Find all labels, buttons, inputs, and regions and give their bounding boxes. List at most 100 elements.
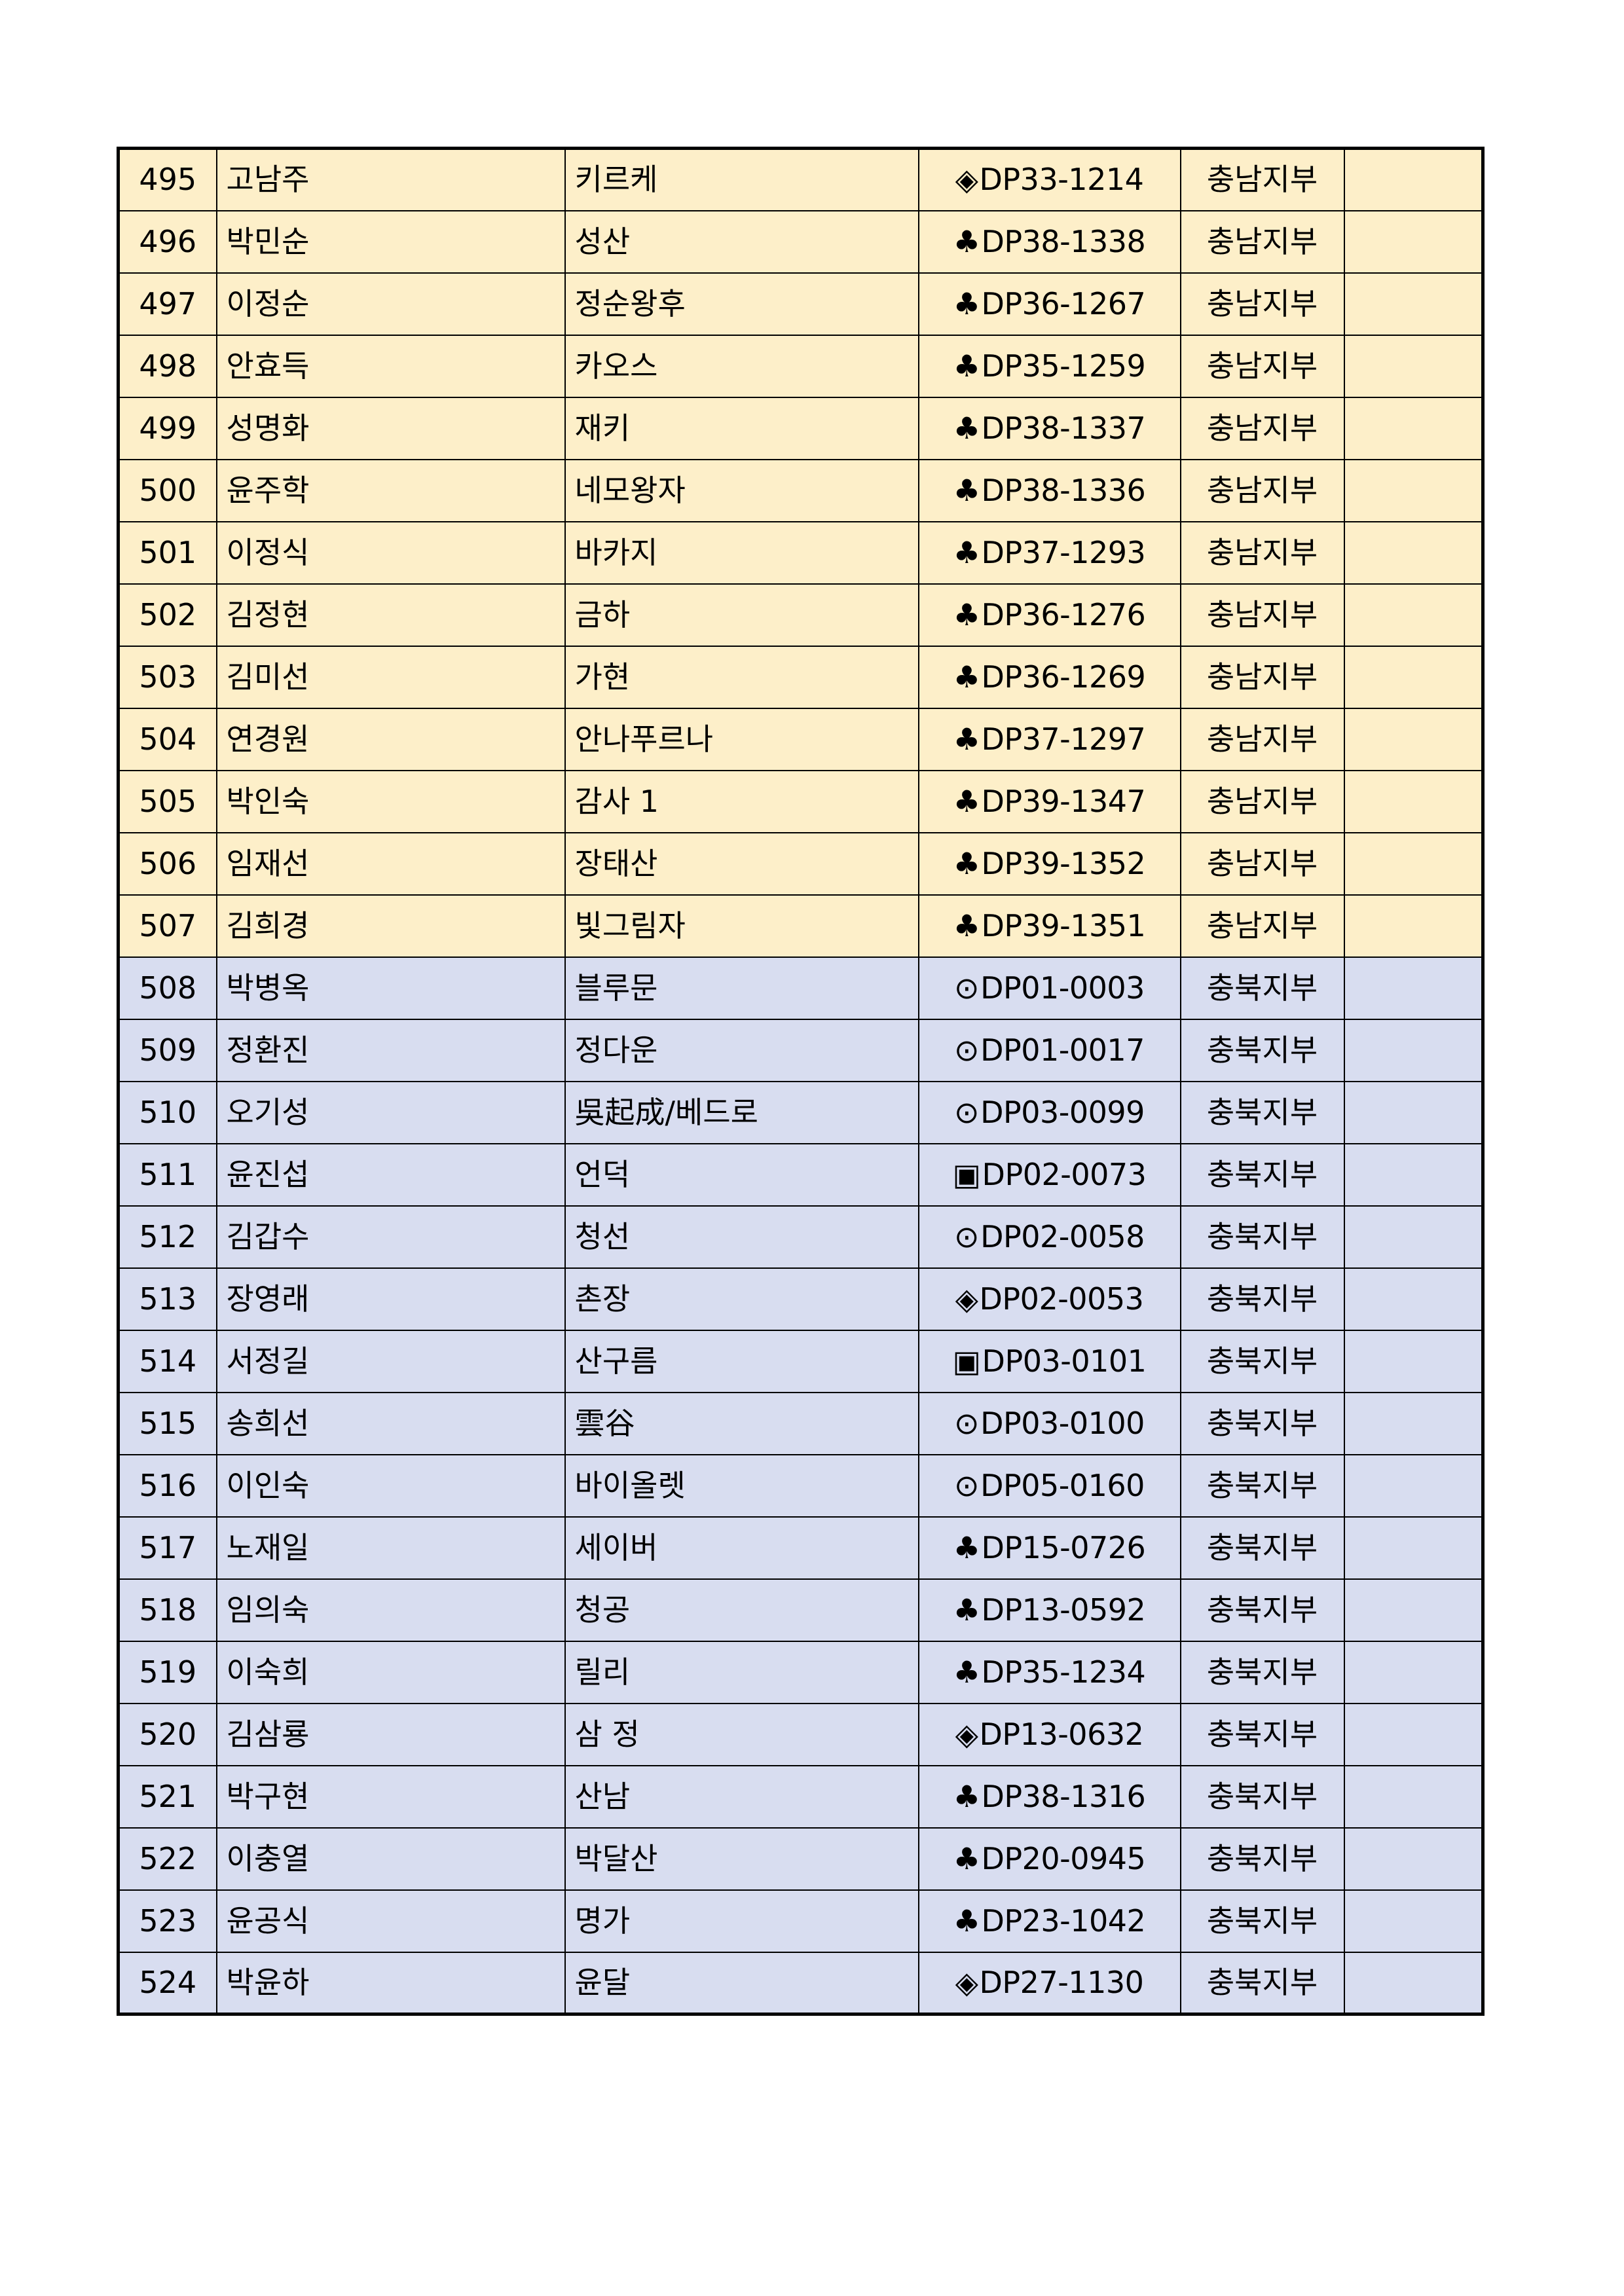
table-row: 495 고남주 키르케 ◈DP33-1214 충남지부 xyxy=(117,147,1484,211)
member-alias: 언덕 xyxy=(564,1142,919,1207)
table-row: 514 서정길 산구름 ▣DP03-0101 충북지부 xyxy=(117,1329,1484,1393)
member-branch: 충북지부 xyxy=(1179,1391,1345,1455)
member-code: ⊙DP01-0003 xyxy=(917,956,1181,1020)
member-name: 성명화 xyxy=(215,396,566,460)
notes-cell xyxy=(1343,1889,1484,1953)
rank-symbol-icon: ◈ xyxy=(955,1964,978,2000)
row-number: 513 xyxy=(117,1267,217,1331)
table-row: 505 박인숙 감사 1 ♣DP39-1347 충남지부 xyxy=(117,769,1484,833)
row-number: 495 xyxy=(117,147,217,211)
table-row: 509 정환진 정다운 ⊙DP01-0017 충북지부 xyxy=(117,1018,1484,1082)
member-alias: 릴리 xyxy=(564,1640,919,1704)
table-row: 517 노재일 세이버 ♣DP15-0726 충북지부 xyxy=(117,1516,1484,1580)
table-row: 523 윤공식 명가 ♣DP23-1042 충북지부 xyxy=(117,1889,1484,1953)
notes-cell xyxy=(1343,520,1484,585)
rank-symbol-icon: ♣ xyxy=(953,1529,980,1565)
table-row: 506 임재선 장태산 ♣DP39-1352 충남지부 xyxy=(117,831,1484,896)
member-branch: 충남지부 xyxy=(1179,334,1345,398)
member-code-text: DP13-0632 xyxy=(979,1716,1144,1752)
member-code-text: DP15-0726 xyxy=(981,1529,1146,1565)
member-branch: 충북지부 xyxy=(1179,1018,1345,1082)
notes-cell xyxy=(1343,1516,1484,1580)
member-code: ▣DP02-0073 xyxy=(917,1142,1181,1207)
notes-cell xyxy=(1343,894,1484,958)
rank-symbol-icon: ▣ xyxy=(952,1156,981,1192)
member-branch: 충남지부 xyxy=(1179,707,1345,771)
table-row: 522 이충열 박달산 ♣DP20-0945 충북지부 xyxy=(117,1827,1484,1891)
row-number: 509 xyxy=(117,1018,217,1082)
member-code-text: DP23-1042 xyxy=(981,1903,1146,1939)
member-code-text: DP39-1347 xyxy=(981,783,1146,819)
member-branch: 충북지부 xyxy=(1179,1142,1345,1207)
table-row: 497 이정순 정순왕후 ♣DP36-1267 충남지부 xyxy=(117,272,1484,336)
table-row: 507 김희경 빛그림자 ♣DP39-1351 충남지부 xyxy=(117,894,1484,958)
member-code-text: DP03-0101 xyxy=(982,1343,1147,1379)
notes-cell xyxy=(1343,1329,1484,1393)
row-number: 524 xyxy=(117,1951,217,2015)
member-code: ♣DP39-1351 xyxy=(917,894,1181,958)
table-row: 515 송희선 雲谷 ⊙DP03-0100 충북지부 xyxy=(117,1391,1484,1455)
member-code: ⊙DP02-0058 xyxy=(917,1205,1181,1269)
member-code: ♣DP36-1269 xyxy=(917,645,1181,709)
member-alias: 산남 xyxy=(564,1764,919,1829)
member-branch: 충남지부 xyxy=(1179,396,1345,460)
row-number: 505 xyxy=(117,769,217,833)
roster-table-body: 495 고남주 키르케 ◈DP33-1214 충남지부 496 박민순 성산 ♣DP38-133… xyxy=(117,147,1484,2015)
member-alias: 바이올렛 xyxy=(564,1453,919,1518)
rank-symbol-icon: ♣ xyxy=(953,1654,980,1690)
notes-cell xyxy=(1343,1640,1484,1704)
member-branch: 충남지부 xyxy=(1179,583,1345,647)
notes-cell xyxy=(1343,583,1484,647)
member-roster-table: 495 고남주 키르케 ◈DP33-1214 충남지부 496 박민순 성산 ♣DP38-133… xyxy=(117,147,1485,2016)
member-branch: 충남지부 xyxy=(1179,272,1345,336)
rank-symbol-icon: ⊙ xyxy=(954,1218,980,1254)
member-alias: 명가 xyxy=(564,1889,919,1953)
row-number: 520 xyxy=(117,1702,217,1766)
row-number: 499 xyxy=(117,396,217,460)
member-code-text: DP03-0099 xyxy=(980,1094,1145,1130)
member-name: 정환진 xyxy=(215,1018,566,1082)
member-branch: 충북지부 xyxy=(1179,1516,1345,1580)
member-code-text: DP02-0073 xyxy=(982,1156,1147,1192)
member-code: ▣DP03-0101 xyxy=(917,1329,1181,1393)
member-alias: 재키 xyxy=(564,396,919,460)
rank-symbol-icon: ♣ xyxy=(953,596,980,632)
table-row: 520 김삼룡 삼 정 ◈DP13-0632 충북지부 xyxy=(117,1702,1484,1766)
table-row: 496 박민순 성산 ♣DP38-1338 충남지부 xyxy=(117,210,1484,274)
table-row: 510 오기성 吳起成/베드로 ⊙DP03-0099 충북지부 xyxy=(117,1080,1484,1144)
member-code-text: DP36-1269 xyxy=(981,659,1146,695)
notes-cell xyxy=(1343,956,1484,1020)
member-code-text: DP13-0592 xyxy=(981,1592,1146,1628)
notes-cell xyxy=(1343,1267,1484,1331)
table-row: 524 박윤하 윤달 ◈DP27-1130 충북지부 xyxy=(117,1951,1484,2015)
notes-cell xyxy=(1343,1205,1484,1269)
member-code-text: DP20-0945 xyxy=(981,1840,1146,1876)
row-number: 521 xyxy=(117,1764,217,1829)
row-number: 523 xyxy=(117,1889,217,1953)
row-number: 515 xyxy=(117,1391,217,1455)
member-branch: 충북지부 xyxy=(1179,1578,1345,1642)
member-name: 노재일 xyxy=(215,1516,566,1580)
row-number: 518 xyxy=(117,1578,217,1642)
member-code-text: DP37-1297 xyxy=(981,721,1146,757)
table-row: 500 윤주학 네모왕자 ♣DP38-1336 충남지부 xyxy=(117,458,1484,522)
member-branch: 충북지부 xyxy=(1179,1889,1345,1953)
rank-symbol-icon: ♣ xyxy=(953,410,980,446)
notes-cell xyxy=(1343,396,1484,460)
member-code: ◈DP13-0632 xyxy=(917,1702,1181,1766)
row-number: 507 xyxy=(117,894,217,958)
row-number: 501 xyxy=(117,520,217,585)
member-branch: 충북지부 xyxy=(1179,1329,1345,1393)
member-code: ♣DP20-0945 xyxy=(917,1827,1181,1891)
rank-symbol-icon: ◈ xyxy=(955,1716,978,1752)
member-code-text: DP36-1267 xyxy=(981,285,1146,321)
notes-cell xyxy=(1343,272,1484,336)
row-number: 497 xyxy=(117,272,217,336)
member-alias: 吳起成/베드로 xyxy=(564,1080,919,1144)
member-branch: 충북지부 xyxy=(1179,1702,1345,1766)
row-number: 500 xyxy=(117,458,217,522)
member-code: ♣DP38-1337 xyxy=(917,396,1181,460)
member-alias: 정다운 xyxy=(564,1018,919,1082)
member-alias: 장태산 xyxy=(564,831,919,896)
